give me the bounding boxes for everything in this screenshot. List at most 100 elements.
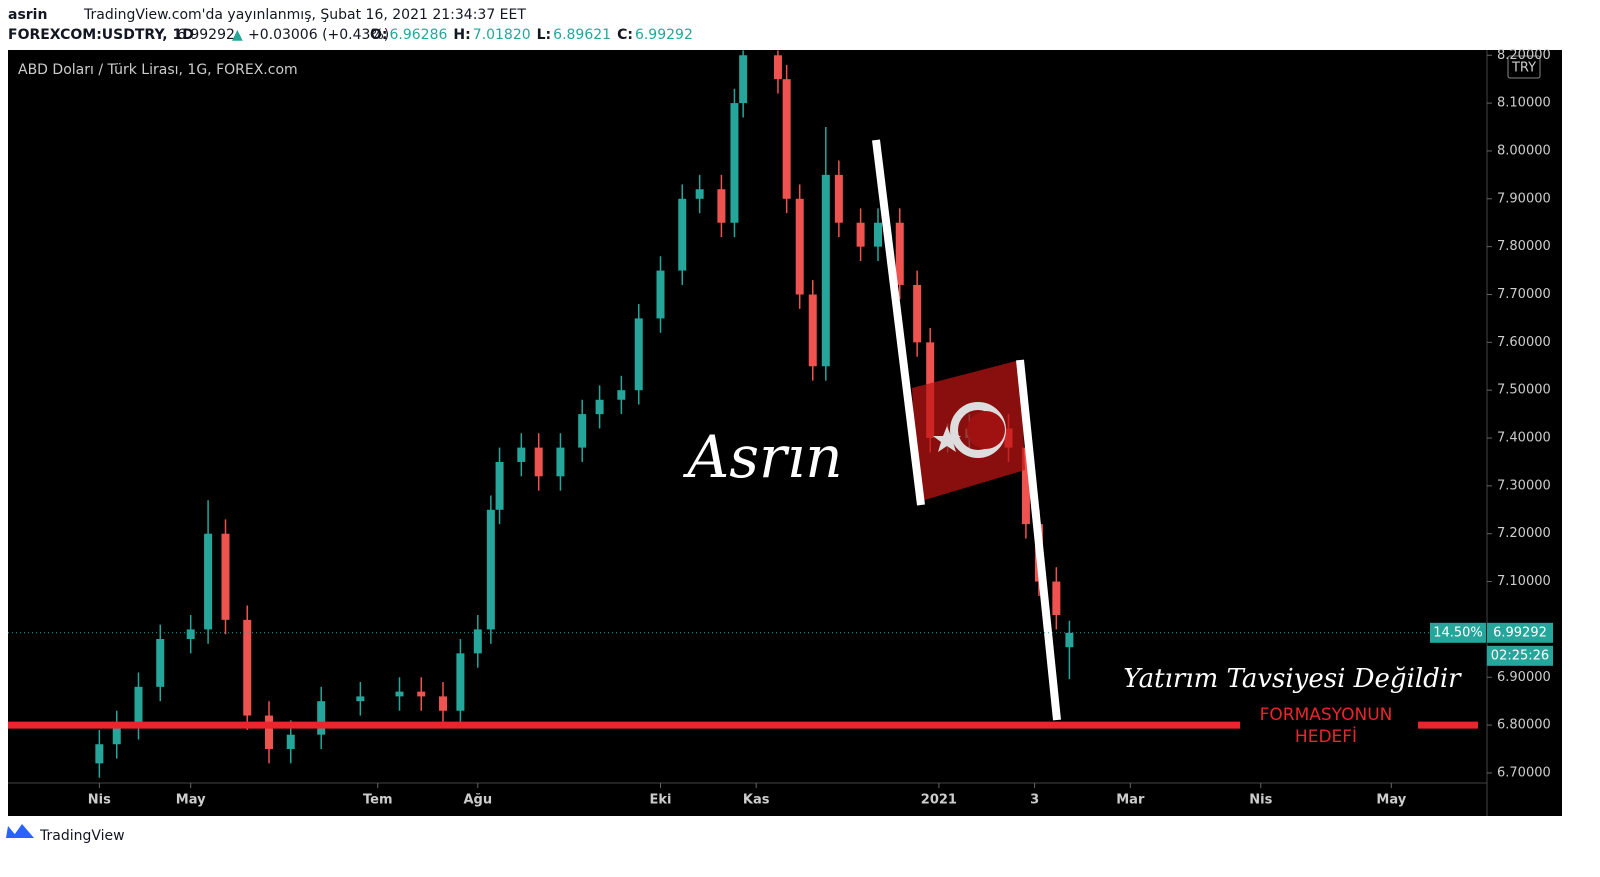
y-tick-label: 6.90000 <box>1497 670 1551 685</box>
candle-body <box>265 715 273 750</box>
candle-body <box>717 189 726 223</box>
currency: TRY <box>1511 61 1536 76</box>
ohlc-value: 6.99292 <box>635 27 693 43</box>
currency-box <box>1507 55 1541 79</box>
published: TradingView.com'da yayınlanmış, Şubat 16… <box>83 7 526 23</box>
trend-line <box>1016 359 1061 721</box>
signature: Asrın <box>682 423 842 491</box>
footer: TradingView <box>39 828 125 844</box>
ohlc-value: 7.01820 <box>473 27 531 43</box>
candle-body <box>243 619 252 716</box>
candle-body <box>617 390 626 400</box>
arrow: ▲ <box>232 27 243 43</box>
user: asrin <box>8 7 47 23</box>
ohlc-value: 6.89621 <box>553 27 611 43</box>
target-label: HEDEFİ <box>1295 726 1357 747</box>
y-tick-label: 8.20000 <box>1497 48 1551 63</box>
y-tick-label: 7.10000 <box>1497 574 1551 589</box>
y-tick-label: 7.20000 <box>1497 526 1551 541</box>
ohlc-label: H: <box>453 27 470 43</box>
y-tick-label: 7.90000 <box>1497 191 1551 206</box>
change-box <box>1430 622 1486 643</box>
candle-body <box>221 533 230 620</box>
candle-body <box>517 447 526 462</box>
target-label: FORMASYONUN <box>1260 705 1393 725</box>
x-tick-label: May <box>176 793 206 808</box>
candle-body <box>204 533 213 630</box>
candle-body <box>913 284 922 343</box>
candle-body <box>95 744 104 764</box>
candle-body <box>473 629 482 654</box>
ohlc-label: L: <box>537 27 552 43</box>
x-tick-label: 2021 <box>921 793 957 808</box>
x-tick-label: Kas <box>743 793 770 808</box>
candle-body <box>417 691 426 697</box>
x-tick-label: Tem <box>363 793 393 808</box>
candle-body <box>356 696 365 702</box>
y-tick-label: 7.30000 <box>1497 478 1551 493</box>
change: +0.03006 (+0.43%) <box>248 27 389 43</box>
candle-body <box>834 174 843 223</box>
chart-title: ABD Doları / Türk Lirası, 1G, FOREX.com <box>18 62 298 78</box>
candle-body <box>495 461 504 510</box>
candle-body <box>874 222 882 247</box>
star <box>933 426 961 452</box>
candle-body <box>1021 447 1030 525</box>
last: 6.99292 <box>177 27 235 43</box>
y-tick-label: 8.00000 <box>1497 143 1551 158</box>
crescent-cut <box>967 411 1005 449</box>
candle-body <box>134 686 143 726</box>
change-label: 14.50% <box>1433 625 1483 640</box>
countdown-label: 02:25:26 <box>1491 648 1549 663</box>
price-box <box>1487 622 1553 643</box>
x-tick-label: Ağu <box>463 793 492 808</box>
y-tick-label: 7.80000 <box>1497 239 1551 254</box>
candle-body <box>578 414 587 448</box>
candle-body <box>773 55 782 80</box>
candle-body <box>595 399 604 415</box>
price-label: 6.99292 <box>1493 625 1547 640</box>
x-tick-label: 3 <box>1030 793 1039 808</box>
y-tick-label: 8.10000 <box>1497 96 1551 111</box>
x-tick-label: May <box>1376 793 1406 808</box>
candle-body <box>456 653 465 711</box>
candle-body <box>895 222 904 285</box>
candle-body <box>1065 632 1074 648</box>
candle-body <box>556 447 565 477</box>
y-tick-label: 6.80000 <box>1497 718 1551 733</box>
candle-body <box>286 734 295 750</box>
candle-body <box>795 198 804 295</box>
candle-body <box>395 691 404 697</box>
candle-body <box>634 318 643 391</box>
ohlc-value: 6.96286 <box>390 27 448 43</box>
x-tick-label: Nis <box>88 793 111 808</box>
candle-body <box>808 294 817 367</box>
candle-body <box>695 189 704 199</box>
candle-body <box>821 174 830 367</box>
candle-body <box>486 509 495 630</box>
candle-body <box>782 79 791 199</box>
candle-body <box>186 629 195 639</box>
logo <box>6 824 34 838</box>
candle-body <box>112 725 121 745</box>
candle-body <box>678 198 687 271</box>
symbol: FOREXCOM:USDTRY, 1D <box>8 27 194 43</box>
disclaimer: Yatırım Tavsiyesi Değildir <box>1123 664 1462 694</box>
ohlc: O: 6.96286 H: 7.01820 L: 6.89621 C: 6.99292 <box>370 27 693 43</box>
candle-body <box>156 638 165 687</box>
candle-body <box>856 222 865 247</box>
candle-body <box>317 701 326 735</box>
y-tick-label: 7.40000 <box>1497 431 1551 446</box>
x-tick-label: Eki <box>650 793 672 808</box>
y-tick-label: 6.70000 <box>1497 765 1551 780</box>
ohlc-label: C: <box>617 27 633 43</box>
candle-body <box>730 103 739 223</box>
countdown-box <box>1487 645 1553 666</box>
x-tick-label: Mar <box>1116 793 1145 808</box>
candle-body <box>534 447 543 477</box>
ohlc-label: O: <box>370 27 388 43</box>
y-tick-label: 7.60000 <box>1497 335 1551 350</box>
candle-body <box>739 55 748 104</box>
